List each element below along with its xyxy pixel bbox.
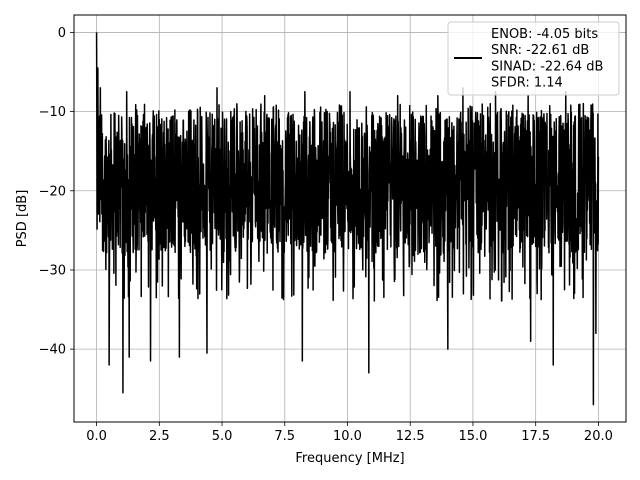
plot-frame	[73, 14, 627, 423]
legend-snr: SNR: -22.61 dB	[491, 43, 589, 58]
legend-sinad: SINAD: -22.64 dB	[491, 59, 603, 74]
y-axis-label: PSD [dB]	[15, 190, 30, 248]
legend: ENOB: -4.05 bits SNR: -22.61 dB SINAD: -…	[447, 21, 620, 96]
legend-enob: ENOB: -4.05 bits	[491, 27, 598, 42]
y-tick-label: −30	[39, 263, 66, 278]
x-tick-label: 20.0	[584, 429, 613, 444]
legend-sfdr: SFDR: 1.14	[491, 76, 563, 91]
x-tick-label: 2.5	[149, 429, 170, 444]
x-tick-label: 15.0	[458, 429, 487, 444]
y-tick-label: −40	[39, 343, 66, 358]
x-tick-label: 0.0	[86, 429, 107, 444]
psd-series-line	[95, 32, 600, 406]
x-tick-label: 10.0	[333, 429, 362, 444]
y-tick-label: −10	[39, 105, 66, 120]
series-layer	[95, 32, 600, 406]
x-axis-label: Frequency [MHz]	[295, 451, 404, 466]
x-tick-label: 17.5	[521, 429, 550, 444]
x-tick-label: 5.0	[212, 429, 233, 444]
legend-box	[447, 21, 620, 96]
x-tick-label: 12.5	[396, 429, 425, 444]
ticks: 0.0 2.5 5.0 7.5 10.0 12.5 15.0 17.5 20.0 0 −10 −20 −…	[39, 26, 613, 444]
y-tick-label: −20	[39, 184, 66, 199]
y-tick-label: 0	[58, 26, 66, 41]
x-tick-label: 7.5	[274, 429, 295, 444]
